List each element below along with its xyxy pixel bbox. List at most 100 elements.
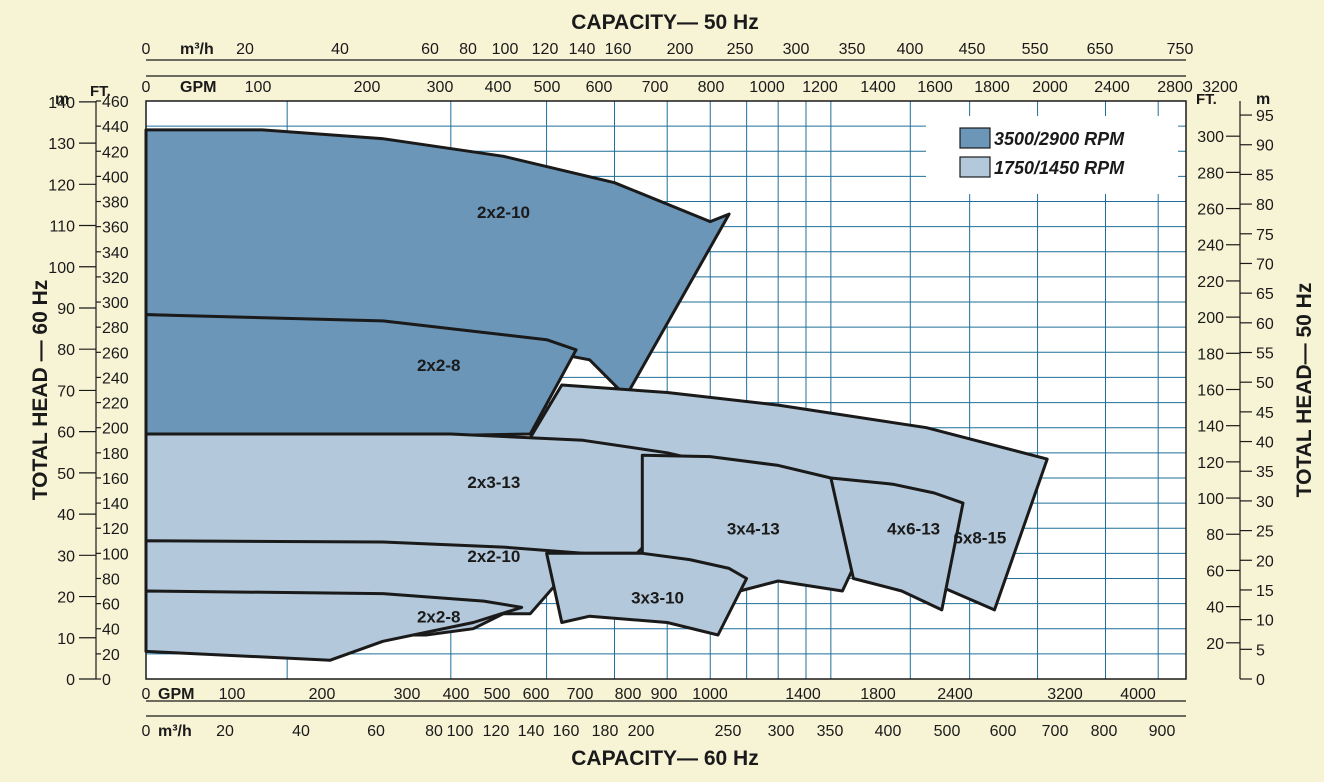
bottom-gpm-tick-label: 600 bbox=[523, 686, 550, 703]
left-ft-tick-label: 40 bbox=[102, 622, 120, 639]
region-label-3x3-10-7: 3x3-10 bbox=[631, 589, 684, 608]
left-ft-tick-label: 400 bbox=[102, 169, 129, 186]
left-ft-tick-label: 200 bbox=[102, 421, 129, 438]
bottom-unit-gpm: GPM bbox=[158, 686, 194, 703]
right-m-tick-label: 70 bbox=[1256, 256, 1274, 273]
bottom-gpm-tick-label: 2400 bbox=[937, 686, 973, 703]
bottom-gpm-tick-label: 700 bbox=[567, 686, 594, 703]
bottom-gpm-tick-label: 1000 bbox=[692, 686, 728, 703]
bottom-gpm-tick-label: 300 bbox=[394, 686, 421, 703]
region-label-2x2-10-0: 2x2-10 bbox=[477, 203, 530, 222]
right-m-tick-label: 40 bbox=[1256, 435, 1274, 452]
left-axis-title: TOTAL HEAD — 60 Hz bbox=[29, 280, 52, 501]
top-m3h-tick-label: 200 bbox=[667, 41, 694, 58]
left-m-tick-label: 90 bbox=[57, 301, 75, 318]
bottom-axis-title: CAPACITY— 60 Hz bbox=[571, 747, 758, 770]
top-gpm-tick-label: 2800 bbox=[1157, 79, 1193, 96]
right-ft-tick-label: 200 bbox=[1197, 310, 1224, 327]
right-m-tick-label: 55 bbox=[1256, 346, 1274, 363]
left-ft-tick-label: 140 bbox=[102, 496, 129, 513]
left-ft-tick-label: 220 bbox=[102, 396, 129, 413]
bottom-m3h-tick-label: 500 bbox=[934, 723, 961, 740]
top-gpm-tick-label: 800 bbox=[698, 79, 725, 96]
left-m-tick-label: 100 bbox=[48, 260, 75, 277]
left-m-tick-label: 10 bbox=[57, 631, 75, 648]
top-gpm-tick-label: 1200 bbox=[802, 79, 838, 96]
left-ft-tick-label: 240 bbox=[102, 370, 129, 387]
left-ft-tick-label: 340 bbox=[102, 245, 129, 262]
left-ft-tick-label: 460 bbox=[102, 94, 129, 111]
region-4x6-13-5 bbox=[829, 476, 965, 612]
bottom-m3h-tick-label: 100 bbox=[447, 723, 474, 740]
right-unit-ft: FT. bbox=[1196, 91, 1217, 108]
top-m3h-tick-label: 120 bbox=[532, 41, 559, 58]
legend-label-low-rpm: 1750/1450 RPM bbox=[994, 158, 1125, 178]
right-ft-tick-label: 140 bbox=[1197, 419, 1224, 436]
bottom-gpm-tick-label: 4000 bbox=[1120, 686, 1156, 703]
legend-label-high-rpm: 3500/2900 RPM bbox=[994, 129, 1125, 149]
right-ft-tick-label: 260 bbox=[1197, 202, 1224, 219]
top-gpm-tick-label: 100 bbox=[245, 79, 272, 96]
bottom-m3h-tick-label: 700 bbox=[1042, 723, 1069, 740]
top-gpm-tick-label: 300 bbox=[427, 79, 454, 96]
left-ft-tick-label: 60 bbox=[102, 597, 120, 614]
right-ft-tick-label: 160 bbox=[1197, 382, 1224, 399]
right-m-tick-label: 65 bbox=[1256, 286, 1274, 303]
region-2x3-13-3 bbox=[144, 432, 724, 555]
top-gpm-tick-label: 600 bbox=[586, 79, 613, 96]
bottom-m3h-tick-label: 250 bbox=[715, 723, 742, 740]
left-ft-tick-label: 360 bbox=[102, 220, 129, 237]
top-m3h-tick-label: 550 bbox=[1022, 41, 1049, 58]
top-m3h-tick-label: 60 bbox=[421, 41, 439, 58]
bottom-gpm-tick-label: 800 bbox=[615, 686, 642, 703]
axis-ticks: 0 20 40 60 80 100 120 140 160 200 250 300 350 400 450 5… bbox=[48, 41, 1274, 740]
right-ft-tick-label: 100 bbox=[1197, 491, 1224, 508]
bottom-m3h-tick-label: 350 bbox=[817, 723, 844, 740]
left-m-tick-label: 110 bbox=[49, 219, 75, 236]
bottom-gpm-tick-label: 400 bbox=[443, 686, 470, 703]
top-m3h-tick-label: 20 bbox=[236, 41, 254, 58]
top-m3h-tick-label: 650 bbox=[1087, 41, 1114, 58]
left-m-tick-label: 70 bbox=[57, 383, 75, 400]
right-ft-tick-label: 180 bbox=[1197, 346, 1224, 363]
top-gpm-tick-label: 3200 bbox=[1202, 79, 1238, 96]
top-gpm-tick-label: 200 bbox=[354, 79, 381, 96]
left-ft-tick-label: 320 bbox=[102, 270, 129, 287]
top-m3h-tick-label: 140 bbox=[569, 41, 596, 58]
left-m-tick-label: 120 bbox=[48, 177, 75, 194]
performance-regions bbox=[144, 128, 1049, 662]
left-unit-ft: FT. bbox=[90, 83, 111, 100]
bottom-m3h-tick-label: 80 bbox=[425, 723, 443, 740]
left-ft-tick-label: 120 bbox=[102, 521, 129, 538]
top-gpm-tick-label: 500 bbox=[534, 79, 561, 96]
right-m-tick-label: 90 bbox=[1256, 138, 1274, 155]
bottom-m3h-tick-label: 900 bbox=[1149, 723, 1176, 740]
bottom-gpm-tick-label: 1400 bbox=[785, 686, 821, 703]
bottom-m3h-tick-label: 160 bbox=[553, 723, 580, 740]
top-unit-gpm: GPM bbox=[180, 79, 216, 96]
left-ft-tick-label: 440 bbox=[102, 119, 129, 136]
right-m-tick-label: 30 bbox=[1256, 494, 1274, 511]
legend-swatch-high-rpm bbox=[959, 127, 991, 149]
left-m-tick-label: 50 bbox=[57, 466, 75, 483]
right-axis-title: TOTAL HEAD— 50 Hz bbox=[1293, 283, 1316, 498]
top-gpm-tick-label: 1000 bbox=[749, 79, 785, 96]
right-m-tick-label: 5 bbox=[1256, 642, 1265, 659]
bottom-gpm-tick-label: 500 bbox=[484, 686, 511, 703]
right-m-tick-label: 10 bbox=[1256, 613, 1274, 630]
top-m3h-tick-label: 250 bbox=[727, 41, 754, 58]
right-m-tick-label: 20 bbox=[1256, 553, 1274, 570]
left-ft-tick-label: 0 bbox=[102, 672, 111, 689]
right-ft-tick-label: 240 bbox=[1197, 238, 1224, 255]
region-label-2x3-13-3: 2x3-13 bbox=[467, 473, 520, 492]
bottom-unit-m3h: m³/h bbox=[158, 723, 192, 740]
top-m3h-tick-label: 400 bbox=[897, 41, 924, 58]
top-axis-title: CAPACITY— 50 Hz bbox=[571, 11, 758, 34]
right-m-tick-label: 80 bbox=[1256, 197, 1274, 214]
bottom-m3h-tick-label: 0 bbox=[142, 723, 151, 740]
bottom-m3h-tick-label: 60 bbox=[367, 723, 385, 740]
top-unit-m3h: m³/h bbox=[180, 41, 214, 58]
region-label-6x8-15-2: 6x8-15 bbox=[953, 528, 1006, 547]
bottom-gpm-tick-label: 100 bbox=[219, 686, 246, 703]
